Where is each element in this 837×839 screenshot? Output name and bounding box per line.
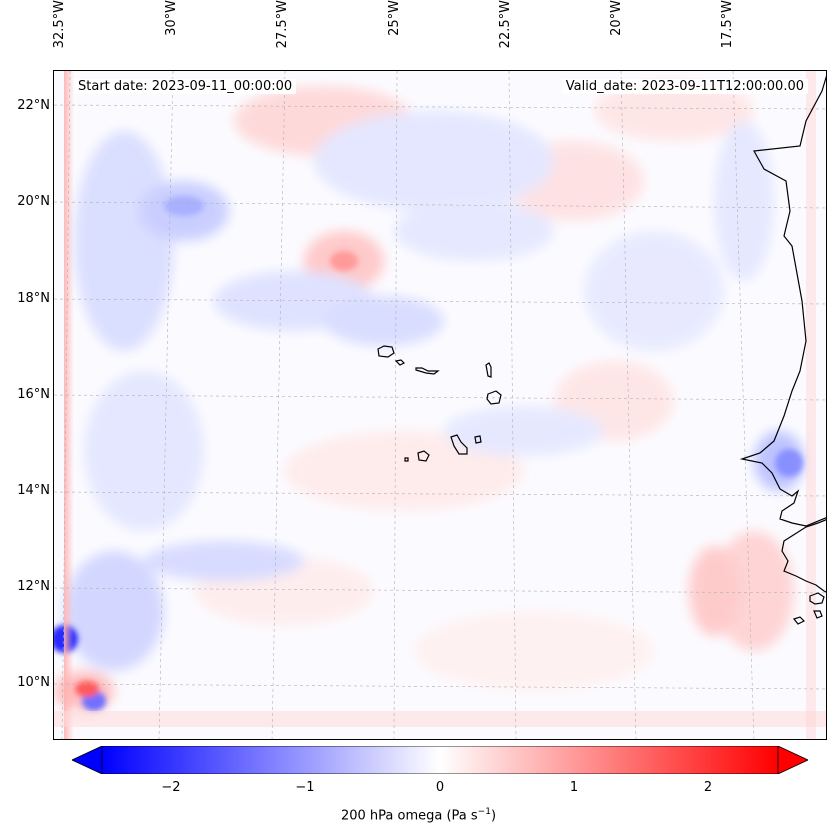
colorbar-extend-high: [777, 746, 808, 774]
start-date-label: Start date: 2023-09-11_00:00:00: [74, 79, 297, 94]
omega-field-map: [54, 71, 826, 739]
lon-label-32-5w: 32.5°W: [52, 0, 67, 49]
lat-label-20n: 20°N: [17, 194, 50, 209]
island-sal: [485, 362, 492, 378]
africa-coast-south: [781, 519, 826, 593]
island-brava: [404, 457, 409, 462]
island-maio: [474, 435, 482, 444]
island-sao-vicente: [394, 359, 406, 366]
colorbar-label-text: 200 hPa omega (Pa s: [340, 808, 478, 824]
colorbar-extend-low: [72, 746, 103, 774]
omega-field: [54, 71, 826, 739]
colorbar-label-close: ): [490, 808, 497, 824]
colorbar-tick-1: 1: [569, 780, 579, 795]
map-panel[interactable]: Start date: 2023-09-11_00:00:00 Valid_da…: [53, 70, 827, 740]
colorbar-tick-2: 2: [703, 780, 713, 795]
island-fogo: [417, 450, 430, 462]
lon-label-17-5w: 17.5°W: [720, 0, 735, 49]
valid-date-label: Valid_date: 2023-09-11T12:00:00.00: [561, 79, 808, 94]
lon-label-30w: 30°W: [164, 0, 179, 36]
lat-label-22n: 22°N: [17, 98, 50, 113]
colorbar-tick-minus2: −2: [161, 780, 181, 795]
island-santiago: [450, 434, 468, 455]
gridlines: [54, 71, 826, 739]
bissagos-islands: [792, 592, 825, 625]
colorbar-tick-minus1: −1: [295, 780, 315, 795]
lat-label-10n: 10°N: [17, 675, 50, 690]
island-santo-antao: [377, 345, 395, 358]
lon-label-20w: 20°W: [609, 0, 624, 36]
colorbar-label: 200 hPa omega (Pa s−1): [0, 807, 837, 823]
lon-label-25w: 25°W: [387, 0, 402, 36]
island-boa-vista: [486, 390, 502, 405]
lat-label-18n: 18°N: [17, 291, 50, 306]
island-sao-nicolau: [415, 367, 440, 375]
africa-coast: [739, 75, 826, 527]
lon-label-27-5w: 27.5°W: [275, 0, 290, 49]
lon-label-22-5w: 22.5°W: [498, 0, 513, 49]
lat-label-14n: 14°N: [17, 483, 50, 498]
colorbar-body: [101, 746, 779, 774]
colorbar-label-exponent: −1: [477, 807, 491, 817]
colorbar: [72, 746, 808, 774]
lat-label-16n: 16°N: [17, 387, 50, 402]
lat-label-12n: 12°N: [17, 579, 50, 594]
coastline: [377, 75, 826, 625]
colorbar-tick-0: 0: [435, 780, 445, 795]
